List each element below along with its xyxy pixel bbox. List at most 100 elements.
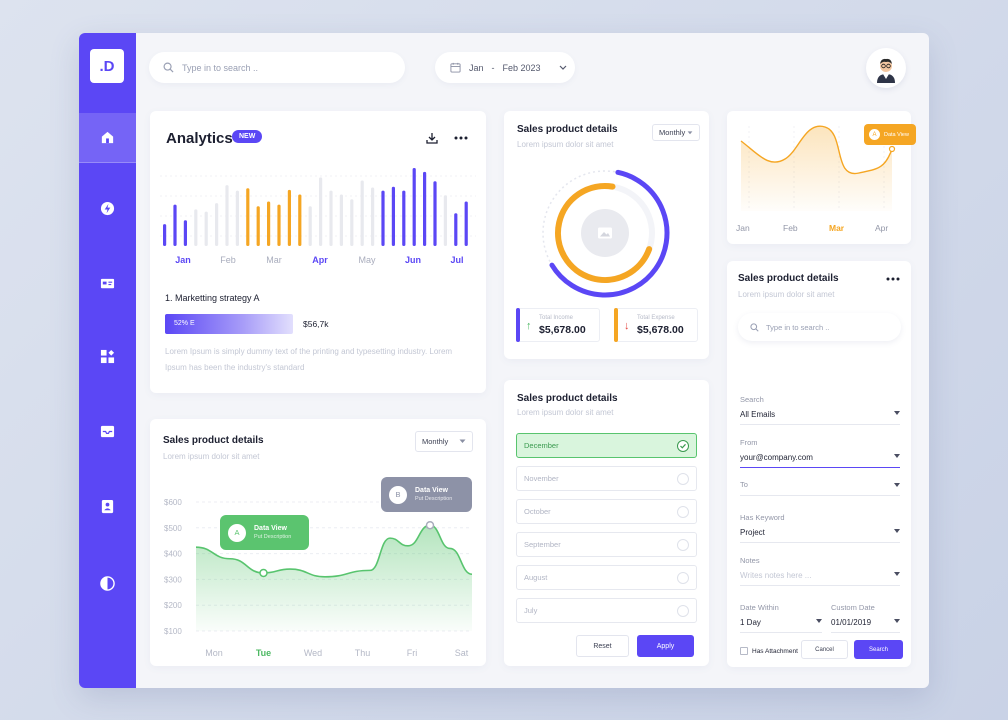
- download-icon[interactable]: [426, 132, 438, 144]
- nav-home[interactable]: [79, 113, 136, 163]
- donut-subtitle: Lorem ipsum dolor sit amet: [517, 140, 614, 149]
- nav-inbox[interactable]: [79, 406, 136, 456]
- analytics-bar: [402, 190, 406, 246]
- new-badge: NEW: [232, 130, 263, 143]
- analytics-bar: [163, 224, 167, 246]
- search-form-title: Sales product details: [738, 273, 839, 284]
- notes-field[interactable]: Writes notes here ...: [740, 571, 900, 586]
- date-range-picker[interactable]: Jan - Feb 2023: [435, 52, 575, 83]
- analytics-bar: [329, 190, 333, 246]
- arrow-up-icon: ↑: [526, 320, 532, 332]
- logo[interactable]: .D: [90, 49, 124, 83]
- mini-month-jan: Jan: [736, 223, 750, 233]
- date-to: Feb 2023: [502, 62, 541, 73]
- custom-date-value: 01/01/2019: [831, 618, 872, 627]
- tooltip-a-desc: Put Description: [254, 534, 292, 540]
- month-feb: Feb: [220, 255, 236, 265]
- month-option-december[interactable]: December: [516, 433, 697, 458]
- more-icon[interactable]: [886, 277, 900, 281]
- search-select[interactable]: All Emails: [740, 410, 900, 425]
- attachment-checkbox[interactable]: [740, 647, 748, 655]
- attachment-label: Has Attachment: [752, 648, 798, 655]
- data-point-a: [259, 568, 268, 578]
- tooltip-a: A Data View Put Description: [220, 515, 309, 550]
- expense-value: $5,678.00: [637, 324, 684, 336]
- caret-down-icon: [816, 619, 822, 623]
- mini-tooltip-letter: A: [869, 129, 880, 140]
- month-filter-subtitle: Lorem ipsum dolor sit amet: [517, 408, 614, 417]
- expense-label: Total Expense: [637, 315, 675, 321]
- apply-button[interactable]: Apply: [637, 635, 694, 657]
- y-tick-label: $500: [164, 524, 182, 533]
- nav-id-card[interactable]: [79, 258, 136, 308]
- reset-button[interactable]: Reset: [576, 635, 629, 657]
- mini-tooltip-text: Data View: [884, 131, 909, 138]
- date-within-label: Date Within: [740, 603, 779, 612]
- analytics-bar: [277, 204, 281, 246]
- nav-contact[interactable]: [79, 481, 136, 531]
- caret-down-icon: [894, 411, 900, 415]
- search-button[interactable]: Search: [854, 640, 903, 659]
- to-field[interactable]: [740, 482, 900, 496]
- notes-label: Notes: [740, 556, 760, 565]
- more-icon[interactable]: [454, 136, 468, 140]
- analytics-bar: [371, 187, 375, 246]
- filter-label: Monthly: [659, 128, 686, 137]
- keyword-field[interactable]: Project: [740, 528, 900, 543]
- header-search[interactable]: Type in to search ..: [149, 52, 405, 83]
- month-jun: Jun: [404, 255, 421, 265]
- analytics-bar: [433, 181, 437, 246]
- mini-month-apr: Apr: [875, 223, 889, 233]
- nav-lightning[interactable]: [79, 183, 136, 233]
- total-income-box: ↑ Total Income $5,678.00: [516, 308, 600, 342]
- tooltip-b-title: Data View: [415, 487, 448, 494]
- analytics-bar: [235, 190, 239, 246]
- month-option-november[interactable]: November: [516, 466, 697, 491]
- progress-label: 52% E: [174, 320, 195, 327]
- analytics-bar: [183, 220, 187, 246]
- analytics-bar: [246, 188, 250, 246]
- keyword-label: Has Keyword: [740, 513, 785, 522]
- lightning-icon: [100, 201, 115, 215]
- analytics-bar: [194, 209, 198, 246]
- mini-month-mar: Mar: [829, 223, 845, 233]
- calendar-icon: [450, 62, 461, 73]
- analytics-bar: [287, 189, 291, 246]
- search-form-card: Sales product details Lorem ipsum dolor …: [727, 261, 911, 667]
- month-option-july[interactable]: July: [516, 598, 697, 623]
- expense-accent: [614, 308, 618, 342]
- mini-line: [740, 125, 893, 175]
- apps-icon: [100, 349, 115, 363]
- date-within-field[interactable]: 1 Day: [740, 618, 822, 633]
- analytics-bar: [443, 195, 447, 246]
- tooltip-b-desc: Put Description: [415, 496, 453, 502]
- radio-icon: [677, 473, 689, 485]
- radio-icon: [677, 506, 689, 518]
- strategy-title: 1. Marketting strategy A: [165, 293, 260, 303]
- sales-area-filter[interactable]: Monthly: [415, 431, 473, 452]
- month-option-label: September: [524, 540, 561, 549]
- x-tick-label: Mon: [205, 648, 223, 658]
- avatar[interactable]: [866, 48, 906, 88]
- nav-contrast[interactable]: [79, 558, 136, 608]
- date-within-value: 1 Day: [740, 618, 761, 627]
- mini-data-point: [888, 145, 896, 153]
- filter-label: Monthly: [422, 437, 449, 446]
- cancel-button[interactable]: Cancel: [801, 640, 848, 659]
- date-from: Jan: [469, 62, 484, 73]
- donut-outer-arc: [549, 169, 670, 298]
- id-card-icon: [100, 278, 115, 288]
- from-field[interactable]: your@company.com: [740, 453, 900, 468]
- form-search-input[interactable]: Type in to search ..: [738, 313, 901, 341]
- inbox-icon: [100, 425, 115, 437]
- month-option-august[interactable]: August: [516, 565, 697, 590]
- custom-date-field[interactable]: 01/01/2019: [831, 618, 900, 633]
- y-tick-label: $200: [164, 601, 182, 610]
- progress-bar: 52% E: [165, 314, 293, 334]
- search-form-subtitle: Lorem ipsum dolor sit amet: [738, 290, 835, 299]
- month-option-october[interactable]: October: [516, 499, 697, 524]
- month-option-september[interactable]: September: [516, 532, 697, 557]
- donut-filter[interactable]: Monthly: [652, 124, 700, 141]
- nav-apps[interactable]: [79, 331, 136, 381]
- analytics-bar: [391, 186, 395, 246]
